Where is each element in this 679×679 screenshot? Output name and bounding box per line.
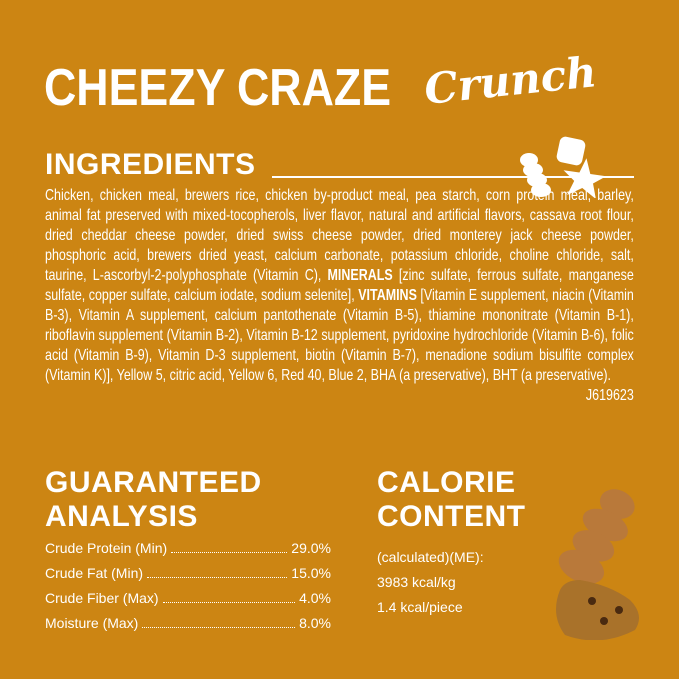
- calorie-heading-line1: CALORIE: [377, 466, 516, 499]
- calorie-content-text: (calculated)(ME): 3983 kcal/kg 1.4 kcal/…: [377, 545, 484, 620]
- ingredients-text: Chicken, chicken meal, brewers rice, chi…: [45, 187, 634, 284]
- analysis-row: Crude Protein (Min) 29.0%: [45, 540, 331, 565]
- calorie-content-heading: CALORIE CONTENT: [377, 466, 526, 534]
- guaranteed-analysis-table: Crude Protein (Min) 29.0% Crude Fat (Min)…: [45, 540, 331, 640]
- ingredients-heading: INGREDIENTS: [45, 148, 256, 181]
- calorie-line: 1.4 kcal/piece: [377, 599, 463, 615]
- analysis-label: Crude Fat (Min): [45, 565, 144, 581]
- analysis-label: Crude Fiber (Max): [45, 590, 159, 606]
- analysis-label: Crude Protein (Min): [45, 540, 168, 556]
- dot-leader: [171, 552, 288, 553]
- analysis-value: 15.0%: [291, 565, 331, 581]
- dot-leader: [142, 627, 296, 628]
- divider: [272, 176, 634, 178]
- analysis-value: 4.0%: [299, 590, 331, 606]
- analysis-row: Crude Fiber (Max) 4.0%: [45, 590, 331, 615]
- analysis-value: 29.0%: [291, 540, 331, 556]
- analysis-row: Crude Fat (Min) 15.0%: [45, 565, 331, 590]
- minerals-text: [zinc sulfate, ferrous sulfate, manganes…: [45, 267, 634, 304]
- calorie-line: (calculated)(ME):: [377, 549, 484, 565]
- dot-leader: [147, 577, 288, 578]
- product-code: J619623: [585, 387, 634, 404]
- ga-heading-line2: ANALYSIS: [45, 500, 198, 533]
- kibble-shapes-icon: [520, 136, 607, 198]
- vitamins-text: [Vitamin E supplement, niacin (Vitamin B…: [45, 287, 634, 384]
- calorie-line: 3983 kcal/kg: [377, 574, 456, 590]
- guaranteed-analysis-heading: GUARANTEED ANALYSIS: [45, 466, 262, 534]
- calorie-heading-line2: CONTENT: [377, 500, 526, 533]
- product-title: CHEEZY CRAZE: [44, 59, 392, 117]
- kibble-photo-icon: [556, 489, 639, 640]
- minerals-label: MINERALS: [327, 267, 393, 284]
- vitamins-label: VITAMINS: [358, 287, 417, 304]
- product-subtitle: Crunch: [421, 47, 599, 114]
- analysis-row: Moisture (Max) 8.0%: [45, 615, 331, 640]
- ga-heading-line1: GUARANTEED: [45, 466, 262, 499]
- analysis-value: 8.0%: [299, 615, 331, 631]
- dot-leader: [162, 602, 296, 603]
- ingredients-list: Chicken, chicken meal, brewers rice, chi…: [45, 186, 634, 406]
- analysis-label: Moisture (Max): [45, 615, 139, 631]
